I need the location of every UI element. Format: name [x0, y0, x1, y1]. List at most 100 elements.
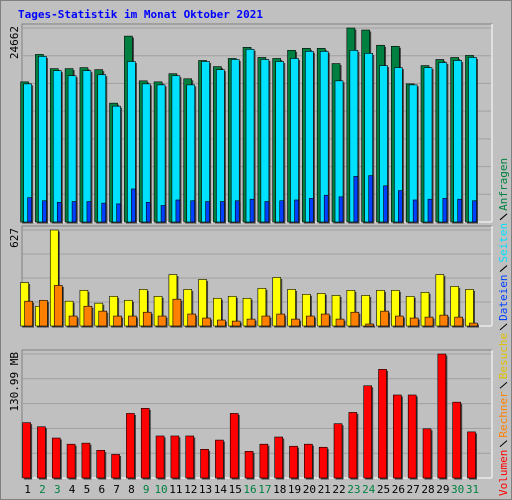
bar — [453, 60, 462, 223]
bar — [427, 198, 433, 223]
bar — [276, 313, 286, 327]
x-tick-label: 1 — [24, 483, 31, 496]
bar — [217, 319, 226, 327]
bar — [398, 190, 403, 223]
x-tick-label: 19 — [288, 483, 301, 496]
bar — [38, 56, 47, 223]
bar — [412, 199, 418, 223]
bar — [126, 413, 135, 479]
legend-separator — [499, 265, 508, 272]
bar — [128, 315, 137, 327]
bar — [442, 198, 448, 223]
bar — [363, 385, 372, 479]
legend-entry: Seiten — [497, 223, 510, 263]
bar — [145, 202, 151, 223]
x-tick-label: 3 — [54, 483, 61, 496]
legend-entry: Besuche — [497, 333, 510, 379]
bar — [246, 318, 256, 327]
bar — [131, 188, 136, 223]
bar — [101, 202, 107, 223]
bar — [437, 353, 447, 479]
legend-separator — [499, 440, 508, 448]
bar — [424, 316, 434, 327]
bar — [348, 412, 358, 479]
bar — [261, 315, 271, 327]
bar — [454, 316, 463, 327]
x-tick-label: 4 — [69, 483, 76, 496]
bar — [51, 437, 61, 479]
bar — [81, 442, 91, 479]
bar — [83, 305, 93, 327]
bar — [291, 318, 300, 327]
x-tick-label: 27 — [407, 483, 420, 496]
bar — [215, 439, 224, 479]
legend-separator — [499, 213, 508, 221]
bar — [289, 445, 298, 479]
bar — [469, 322, 478, 327]
legend-entry: Anfragen — [497, 158, 510, 211]
legend-separator — [499, 323, 508, 331]
x-tick-label: 30 — [451, 483, 464, 496]
x-tick-label: 17 — [258, 483, 271, 496]
x-tick-label: 11 — [169, 483, 182, 496]
bar — [185, 435, 195, 479]
bar — [259, 443, 269, 479]
bar — [27, 197, 32, 223]
bar — [42, 200, 47, 223]
bar — [249, 198, 255, 223]
bar — [361, 295, 370, 327]
bar — [113, 315, 122, 327]
x-tick-label: 20 — [303, 483, 316, 496]
bar — [156, 84, 166, 223]
x-tick-label: 10 — [154, 483, 167, 496]
bar — [438, 62, 448, 223]
bar — [335, 318, 345, 327]
x-tick-label: 9 — [143, 483, 150, 496]
x-tick-label: 25 — [377, 483, 390, 496]
bar — [457, 198, 462, 223]
bar — [216, 69, 225, 223]
bar — [205, 201, 210, 223]
bar — [333, 423, 343, 479]
legend-entry: Rechner — [497, 391, 510, 438]
bar — [309, 198, 314, 223]
bar — [395, 315, 404, 327]
bar — [111, 454, 120, 479]
x-tick-label: 13 — [199, 483, 212, 496]
bar — [318, 446, 328, 479]
bar — [409, 317, 419, 327]
bar — [71, 201, 77, 223]
bar — [53, 285, 63, 327]
bar — [160, 205, 166, 223]
bar — [365, 323, 374, 327]
bar — [368, 175, 373, 223]
x-tick-label: 16 — [243, 483, 256, 496]
x-tick-label: 15 — [229, 483, 242, 496]
y-tick-label: 130.99 MB — [8, 352, 21, 412]
x-tick-label: 5 — [84, 483, 91, 496]
bar — [407, 394, 417, 479]
bar — [39, 299, 48, 327]
bar — [231, 320, 241, 327]
chart-title: Tages-Statistik im Monat Oktober 2021 — [18, 8, 263, 21]
bar — [378, 369, 387, 479]
bar — [422, 428, 432, 479]
bar — [56, 202, 62, 223]
bar — [190, 200, 196, 223]
bar — [172, 298, 182, 327]
bar — [383, 185, 388, 223]
x-tick-label: 23 — [347, 483, 360, 496]
bar — [96, 450, 106, 479]
bar — [244, 451, 254, 479]
bar — [24, 300, 33, 327]
bar — [338, 196, 344, 223]
bar — [175, 199, 181, 223]
bar — [52, 70, 62, 223]
bar-shadow — [367, 325, 376, 328]
x-tick-label: 22 — [332, 483, 345, 496]
x-tick-label: 29 — [436, 483, 449, 496]
x-tick-label: 12 — [184, 483, 197, 496]
bar — [467, 431, 476, 479]
bar — [260, 59, 270, 223]
